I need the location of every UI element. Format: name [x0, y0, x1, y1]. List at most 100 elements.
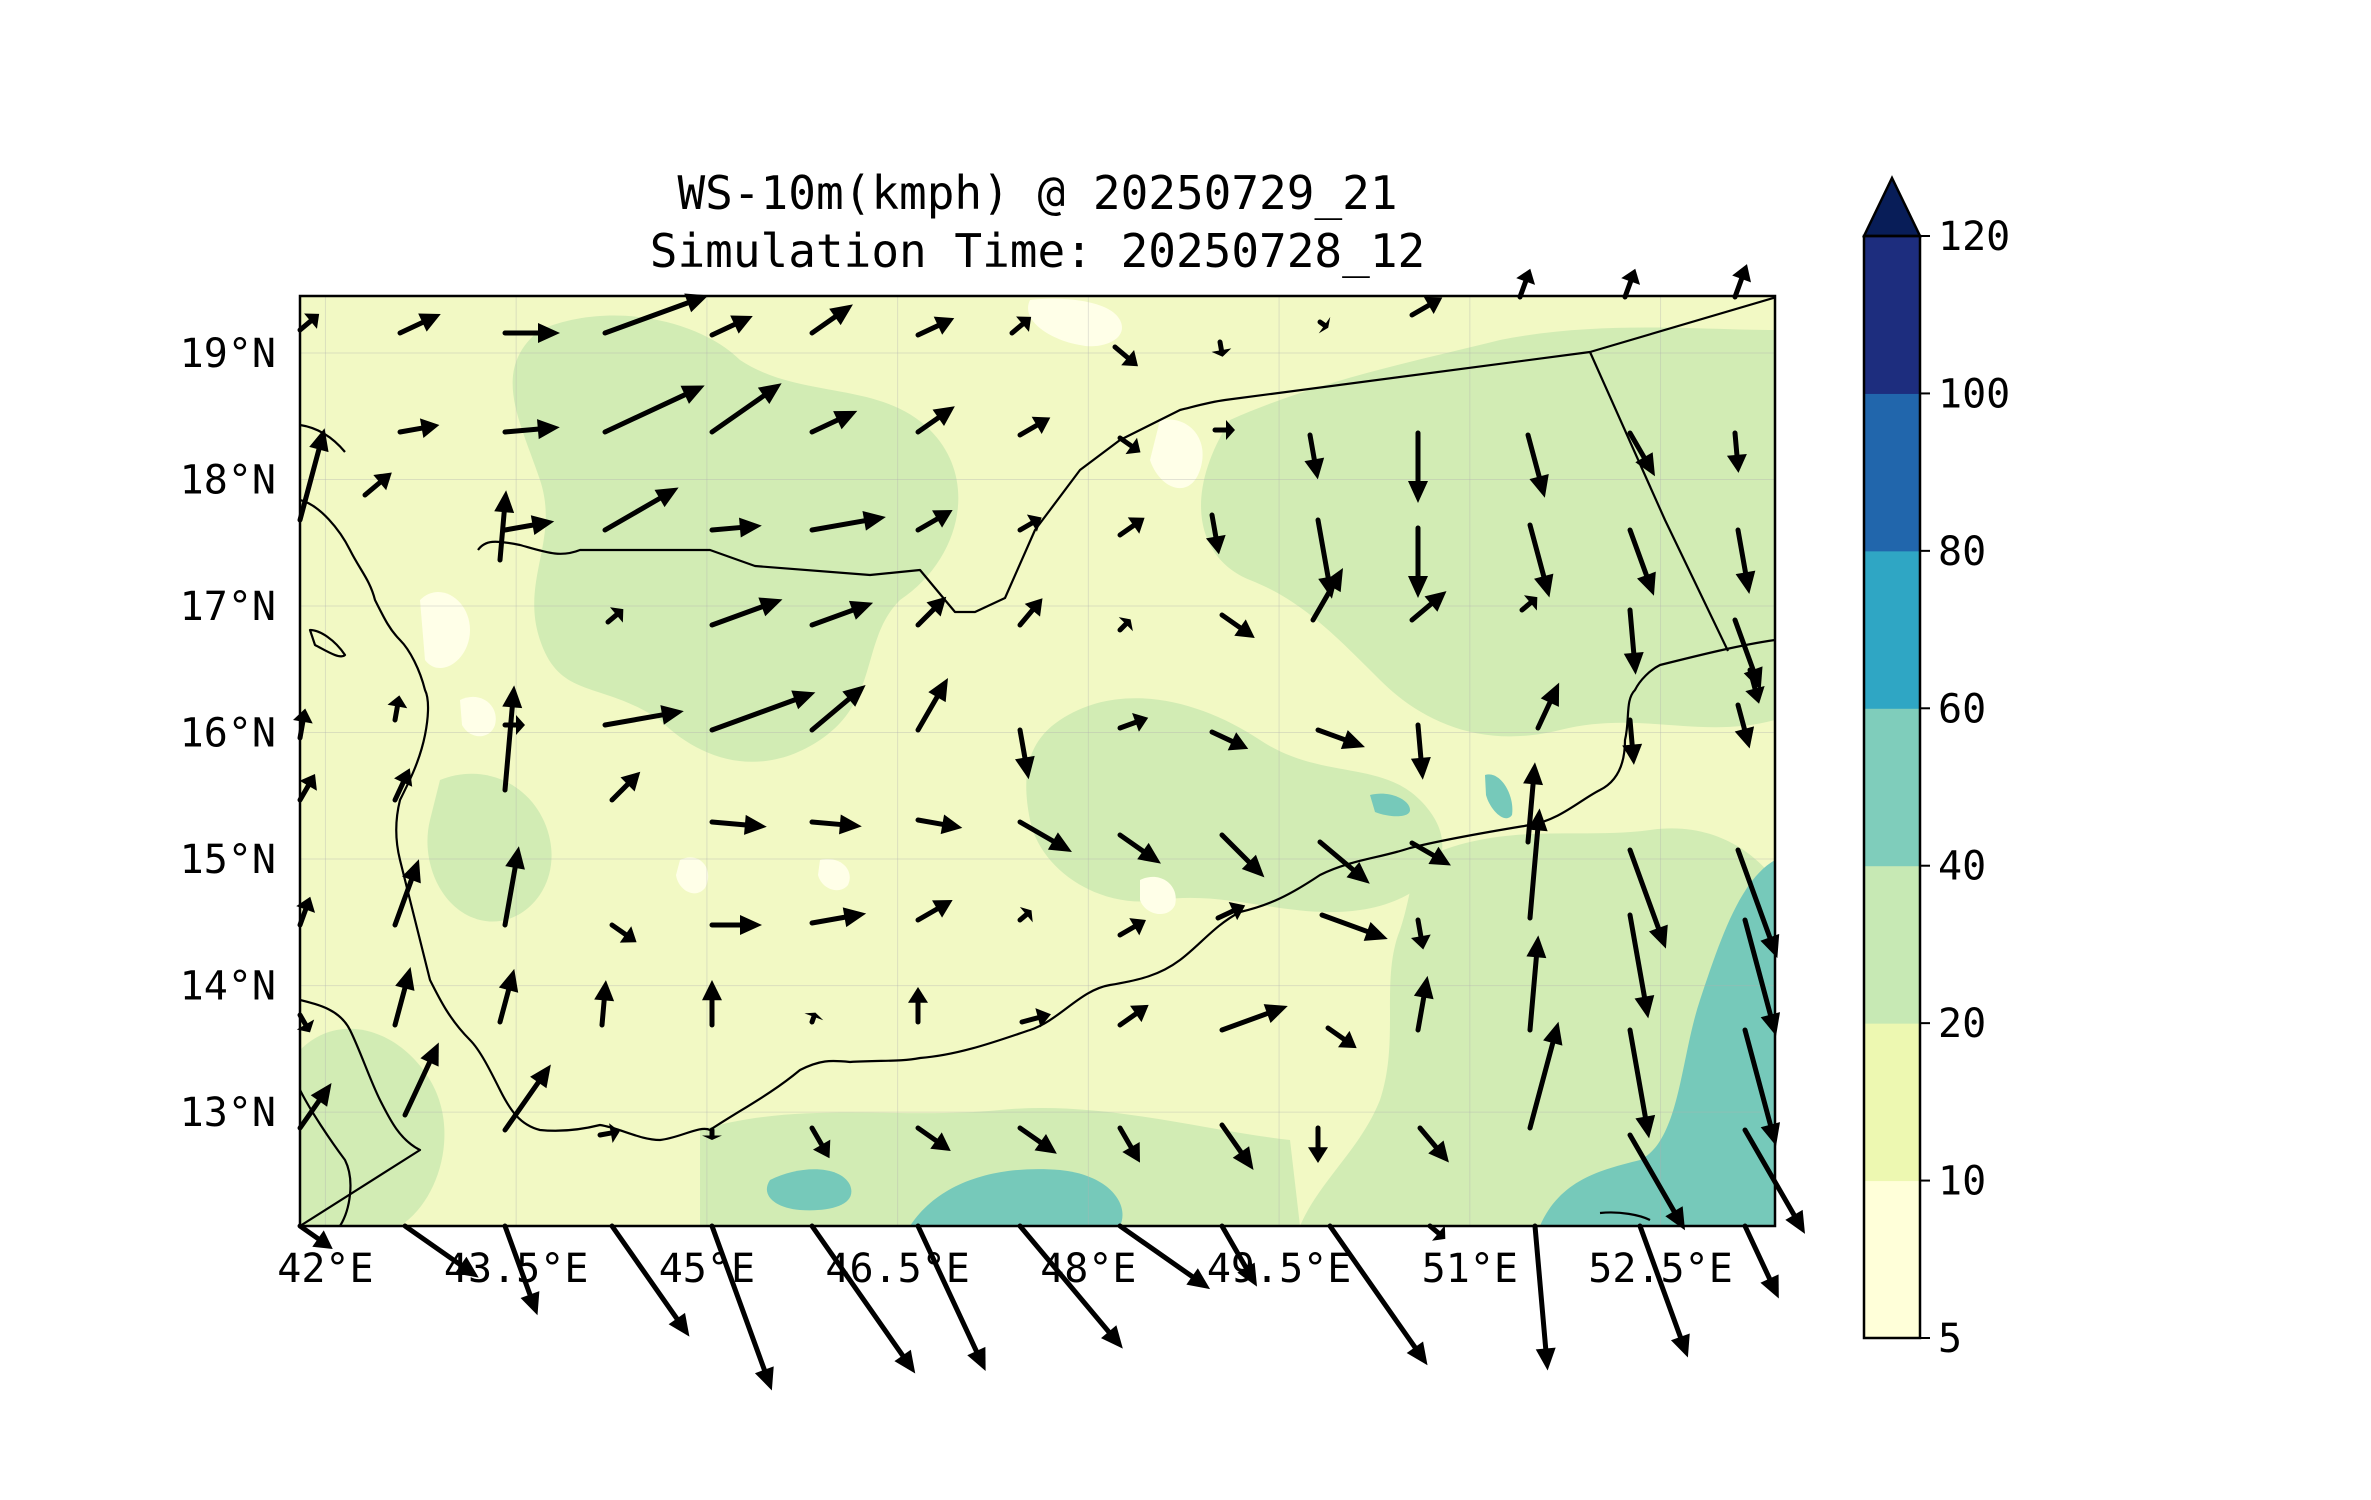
wind-arrow	[297, 313, 320, 333]
colorbar-tick-label: 60	[1938, 686, 1986, 732]
wind-arrow	[1622, 717, 1643, 765]
wind-arrow	[1627, 1132, 1685, 1231]
wind-arrow	[1519, 595, 1538, 613]
wind-arrow	[602, 487, 679, 533]
wind-arrow	[915, 814, 963, 835]
wind-arrow	[709, 517, 762, 538]
wind-arrow	[1623, 607, 1644, 675]
wind-arrow	[502, 323, 560, 343]
wind-arrow	[1745, 667, 1765, 704]
wind-arrow	[809, 1223, 916, 1374]
borders-and-coastlines	[300, 296, 1775, 1226]
wind-arrow	[297, 1223, 333, 1249]
yemen-oman-border	[1588, 351, 1729, 652]
wind-arrow	[709, 597, 783, 628]
wind-arrow	[402, 1042, 439, 1118]
wind-arrow	[1315, 727, 1365, 749]
wind-arrow	[1627, 527, 1656, 596]
colorbar-frame	[1862, 234, 1922, 1340]
lon-tick-label: 42°E	[277, 1246, 373, 1292]
wind-arrow	[1209, 729, 1249, 751]
wind-arrow	[809, 685, 866, 733]
wind-arrow	[1017, 514, 1042, 533]
wind-arrow	[594, 980, 615, 1028]
wind-arrow	[1516, 268, 1536, 300]
wind-arrow	[387, 695, 408, 723]
saudi-yemen-border	[300, 296, 1775, 614]
wind-arrow	[709, 814, 767, 835]
wind-vectors	[293, 264, 1805, 1391]
wind-arrow	[1409, 840, 1451, 866]
colorbar-swatch	[1864, 1023, 1920, 1182]
wind-arrow	[1310, 568, 1343, 623]
wind-arrow	[397, 313, 441, 336]
wind-arrow	[609, 771, 641, 803]
wind-arrow	[402, 1223, 479, 1278]
wind-arrow	[915, 596, 947, 628]
wind-arrow	[915, 406, 955, 435]
wind-arrow	[1017, 819, 1072, 852]
speed-band-40-60	[766, 774, 1775, 1226]
wind-arrow	[1627, 1027, 1656, 1139]
wind-arrow	[1117, 617, 1133, 633]
wind-arrow	[809, 510, 886, 533]
coastline-arabian-sea	[709, 638, 1775, 1131]
wind-arrow	[915, 900, 953, 923]
island-socotra	[1599, 1211, 1651, 1221]
colorbar-swatch	[1864, 1180, 1920, 1339]
wind-arrow	[1523, 762, 1544, 845]
wind-arrow	[605, 607, 624, 625]
wind-arrow	[1017, 907, 1033, 923]
wind-arrow	[1319, 912, 1388, 941]
wind-arrow	[809, 410, 858, 435]
wind-arrow	[809, 814, 862, 835]
wind-arrow	[1015, 727, 1035, 780]
wind-arrow	[709, 1223, 774, 1391]
wind-arrow	[602, 293, 709, 336]
speed-band-5-10	[420, 298, 1203, 915]
wind-arrow	[809, 600, 874, 628]
wind-arrow	[1627, 430, 1655, 477]
wind-arrow	[809, 304, 853, 336]
wind-arrow	[1219, 1223, 1257, 1287]
wind-arrow	[397, 418, 440, 439]
wind-arrow	[1325, 1025, 1357, 1049]
wind-arrow	[502, 1223, 540, 1316]
wind-arrow	[915, 510, 953, 533]
wind-arrow	[1117, 1125, 1140, 1163]
wind-arrow	[1413, 975, 1434, 1033]
wind-arrow	[494, 490, 515, 563]
lon-tick-label: 48°E	[1040, 1246, 1136, 1292]
colorbar-tick-label: 100	[1938, 371, 2010, 417]
wind-arrow	[1219, 612, 1255, 638]
lon-tick-label: 46.5°E	[825, 1246, 970, 1292]
lon-tick-label: 51°E	[1422, 1246, 1518, 1292]
lon-tick-label: 45°E	[659, 1246, 755, 1292]
wind-arrow	[1726, 430, 1747, 473]
wind-arrow	[1211, 339, 1232, 357]
colorbar-swatch	[1864, 865, 1920, 1024]
wind-arrow	[597, 1123, 620, 1143]
wind-arrow	[609, 922, 637, 943]
wind-speed-field	[300, 296, 1775, 1226]
coastline-african-horn	[300, 998, 422, 1226]
wind-arrow	[1409, 591, 1447, 623]
colorbar-tick-label: 5	[1938, 1316, 1962, 1362]
wind-arrow	[502, 515, 555, 535]
wind-arrow	[392, 967, 415, 1028]
wind-arrow	[602, 385, 705, 435]
colorbar: 5 10 20 40 60 80 100 120	[1862, 175, 2010, 1362]
wind-arrow	[804, 1012, 824, 1025]
wind-arrow	[702, 1127, 722, 1140]
wind-arrow	[1526, 935, 1547, 1033]
wind-arrow	[1117, 918, 1146, 938]
colorbar-tick-label: 80	[1938, 529, 1986, 575]
lat-tick-label: 13°N	[180, 1090, 276, 1136]
wind-arrow	[702, 980, 722, 1028]
wind-arrow	[392, 768, 413, 803]
colorbar-tick-label: 10	[1938, 1159, 1986, 1205]
wind-arrow	[709, 690, 816, 733]
lon-tick-label: 43.5°E	[444, 1246, 589, 1292]
lat-tick-label: 14°N	[180, 964, 276, 1010]
